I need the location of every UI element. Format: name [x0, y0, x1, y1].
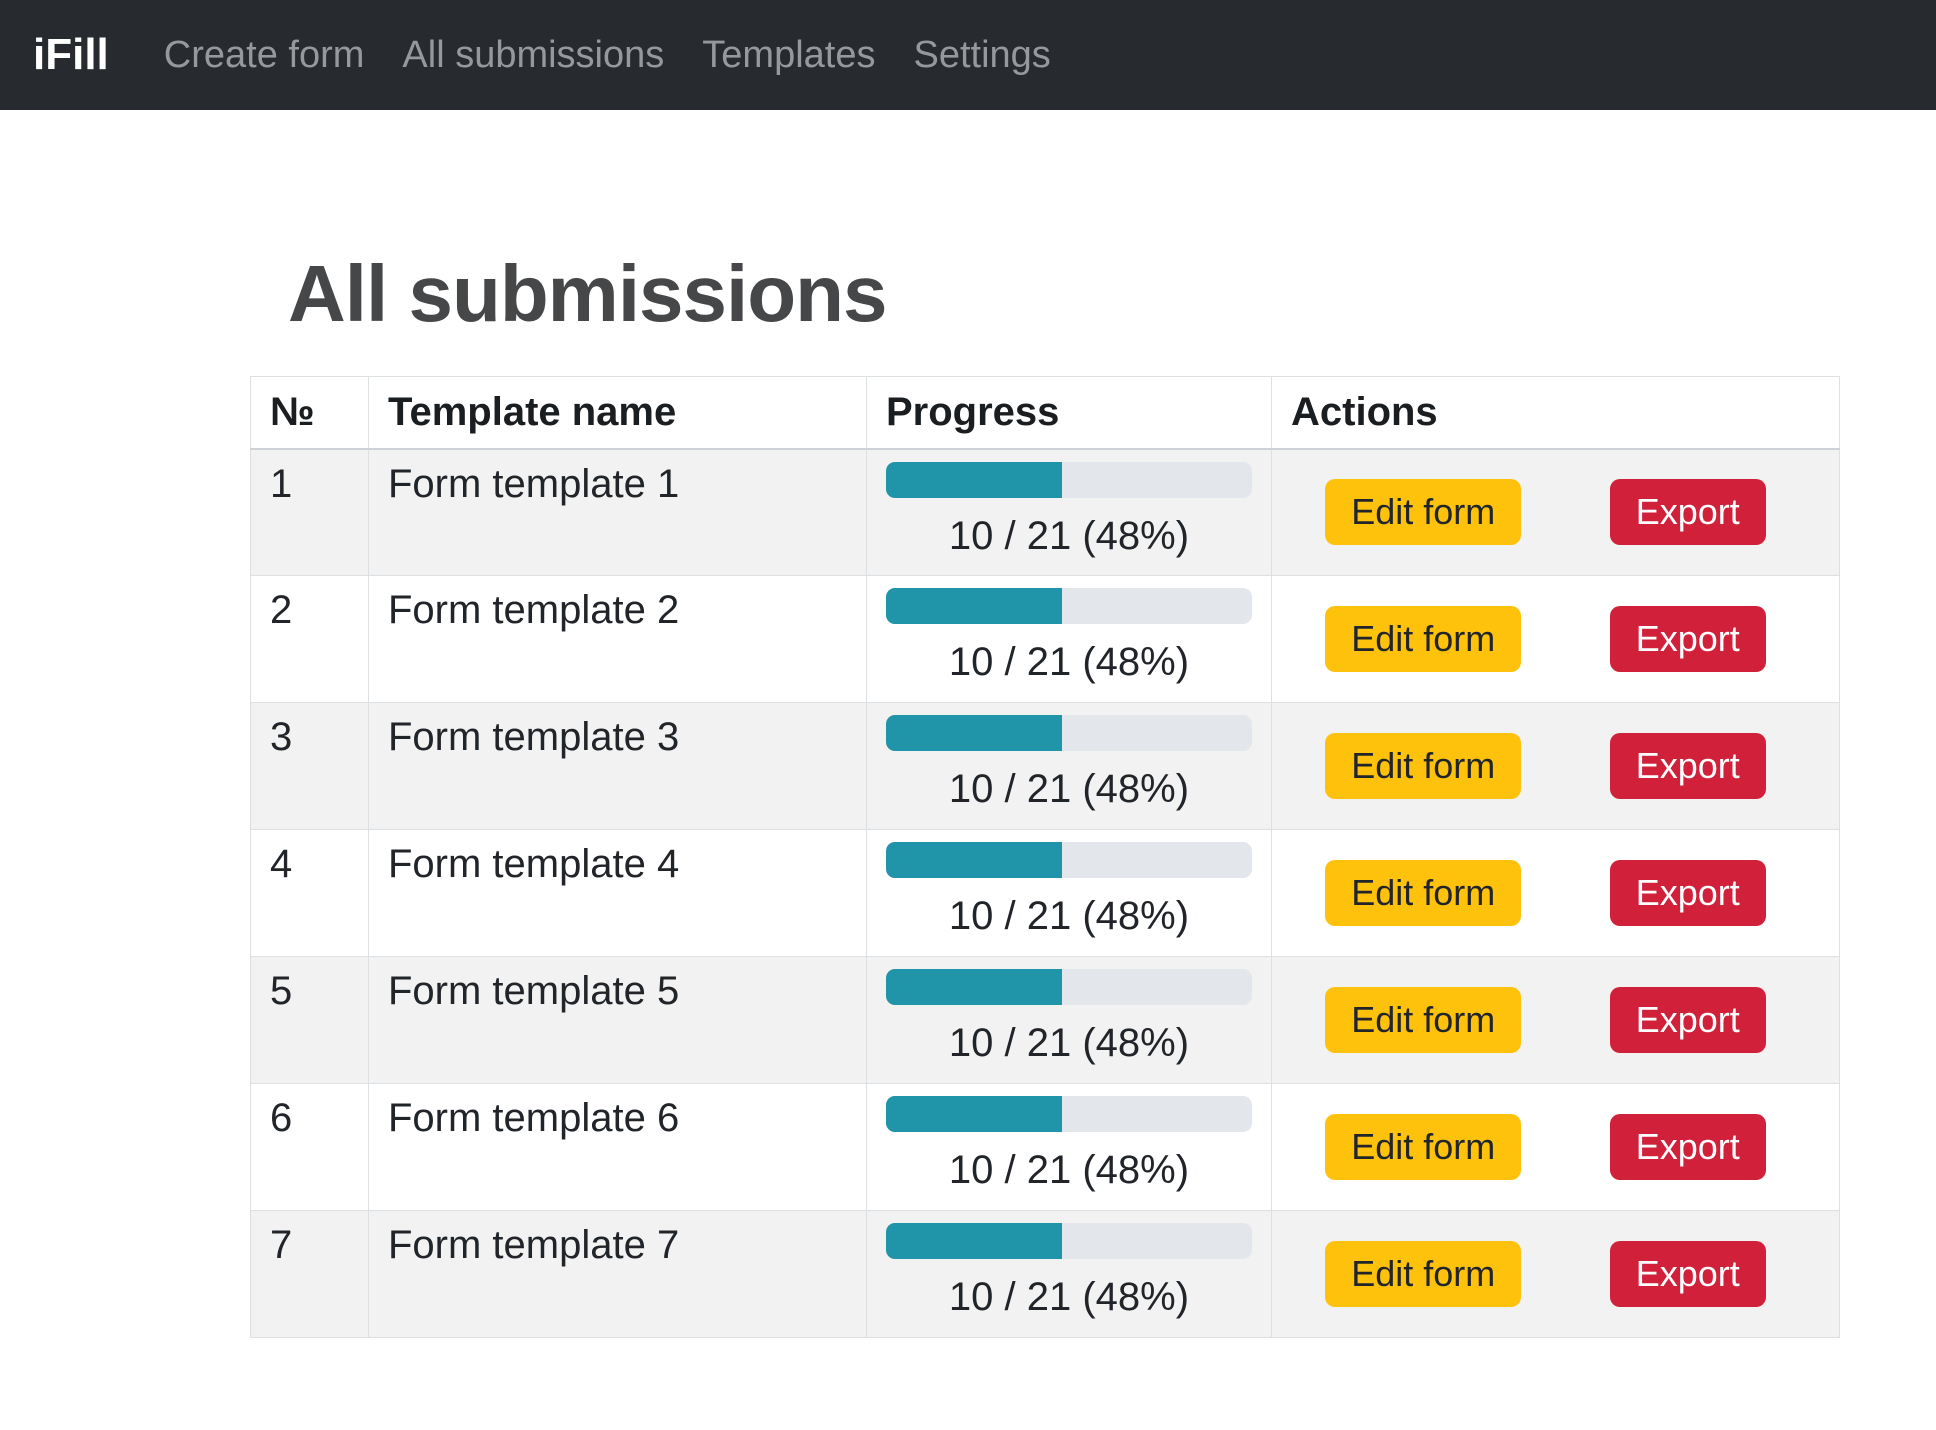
actions-cell: Edit form Export	[1271, 1210, 1840, 1338]
actions-cell: Edit form Export	[1271, 702, 1840, 830]
actions-cell: Edit form Export	[1271, 1083, 1840, 1211]
export-button[interactable]: Export	[1609, 733, 1766, 799]
edit-form-button[interactable]: Edit form	[1325, 606, 1522, 672]
export-button[interactable]: Export	[1609, 1241, 1766, 1307]
nav-links: Create form All submissions Templates Se…	[145, 34, 1070, 77]
progress-bar-fill	[886, 969, 1062, 1005]
table-row: 6 Form template 6 10 / 21 (48%) Edit for…	[250, 1083, 1840, 1211]
progress-bar	[886, 969, 1252, 1005]
actions-cell: Edit form Export	[1271, 829, 1840, 957]
progress-cell: 10 / 21 (48%)	[866, 575, 1272, 703]
row-number: 3	[250, 702, 369, 830]
header-number: №	[250, 376, 369, 450]
page-title: All submissions	[288, 249, 887, 338]
progress-bar-fill	[886, 461, 1062, 498]
progress-label: 10 / 21 (48%)	[948, 640, 1190, 684]
row-number: 7	[250, 1210, 369, 1338]
template-name: Form template 1	[368, 448, 867, 576]
submissions-table: № Template name Progress Actions 1 Form …	[250, 376, 1840, 1338]
export-button[interactable]: Export	[1609, 987, 1766, 1053]
table-header-row: № Template name Progress Actions	[250, 376, 1840, 450]
table-row: 3 Form template 3 10 / 21 (48%) Edit for…	[250, 702, 1840, 830]
edit-form-button[interactable]: Edit form	[1325, 1114, 1522, 1180]
export-button[interactable]: Export	[1609, 860, 1766, 926]
nav-item-create-form[interactable]: Create form	[163, 33, 365, 76]
progress-cell: 10 / 21 (48%)	[866, 1083, 1272, 1211]
table-row: 5 Form template 5 10 / 21 (48%) Edit for…	[250, 956, 1840, 1084]
table-row: 4 Form template 4 10 / 21 (48%) Edit for…	[250, 829, 1840, 957]
template-name: Form template 4	[368, 829, 867, 957]
actions-cell: Edit form Export	[1271, 956, 1840, 1084]
progress-bar-fill	[886, 842, 1062, 878]
progress-cell: 10 / 21 (48%)	[866, 1210, 1272, 1338]
edit-form-button[interactable]: Edit form	[1325, 479, 1522, 546]
brand-logo[interactable]: iFill	[33, 30, 109, 79]
actions-cell: Edit form Export	[1271, 448, 1840, 576]
progress-bar	[886, 461, 1252, 498]
row-number: 6	[250, 1083, 369, 1211]
progress-bar	[886, 715, 1252, 751]
row-number: 2	[250, 575, 369, 703]
progress-cell: 10 / 21 (48%)	[866, 448, 1272, 576]
template-name: Form template 7	[368, 1210, 867, 1338]
progress-cell: 10 / 21 (48%)	[866, 829, 1272, 957]
row-number: 5	[250, 956, 369, 1084]
table-row: 1 Form template 1 10 / 21 (48%) Edit for…	[250, 448, 1840, 576]
progress-bar	[886, 1223, 1252, 1259]
progress-label: 10 / 21 (48%)	[948, 767, 1190, 811]
progress-label: 10 / 21 (48%)	[948, 894, 1190, 938]
template-name: Form template 6	[368, 1083, 867, 1211]
table-row: 7 Form template 7 10 / 21 (48%) Edit for…	[250, 1210, 1840, 1338]
progress-label: 10 / 21 (48%)	[948, 1275, 1190, 1319]
header-progress: Progress	[866, 376, 1272, 450]
nav-item-all-submissions[interactable]: All submissions	[402, 33, 665, 76]
edit-form-button[interactable]: Edit form	[1325, 733, 1522, 799]
progress-bar-fill	[886, 715, 1062, 751]
export-button[interactable]: Export	[1609, 606, 1766, 672]
table-row: 2 Form template 2 10 / 21 (48%) Edit for…	[250, 575, 1840, 703]
progress-cell: 10 / 21 (48%)	[866, 702, 1272, 830]
progress-bar	[886, 842, 1252, 878]
progress-label: 10 / 21 (48%)	[948, 513, 1190, 558]
row-number: 1	[250, 448, 369, 576]
header-template-name: Template name	[368, 376, 867, 450]
progress-label: 10 / 21 (48%)	[948, 1021, 1190, 1065]
header-actions: Actions	[1271, 376, 1840, 450]
actions-cell: Edit form Export	[1271, 575, 1840, 703]
progress-bar-fill	[886, 1223, 1062, 1259]
progress-bar-fill	[886, 1096, 1062, 1132]
template-name: Form template 2	[368, 575, 867, 703]
nav-item-templates[interactable]: Templates	[702, 33, 876, 76]
progress-cell: 10 / 21 (48%)	[866, 956, 1272, 1084]
progress-label: 10 / 21 (48%)	[948, 1148, 1190, 1192]
row-number: 4	[250, 829, 369, 957]
progress-bar	[886, 588, 1252, 624]
template-name: Form template 3	[368, 702, 867, 830]
edit-form-button[interactable]: Edit form	[1325, 1241, 1522, 1307]
template-name: Form template 5	[368, 956, 867, 1084]
progress-bar	[886, 1096, 1252, 1132]
export-button[interactable]: Export	[1609, 1114, 1766, 1180]
edit-form-button[interactable]: Edit form	[1325, 987, 1522, 1053]
main-content: All submissions № Template name Progress…	[250, 110, 1840, 1338]
progress-bar-fill	[886, 588, 1062, 624]
export-button[interactable]: Export	[1609, 479, 1766, 546]
top-navbar: iFill Create form All submissions Templa…	[0, 0, 1936, 110]
nav-item-settings[interactable]: Settings	[913, 33, 1051, 76]
edit-form-button[interactable]: Edit form	[1325, 860, 1522, 926]
